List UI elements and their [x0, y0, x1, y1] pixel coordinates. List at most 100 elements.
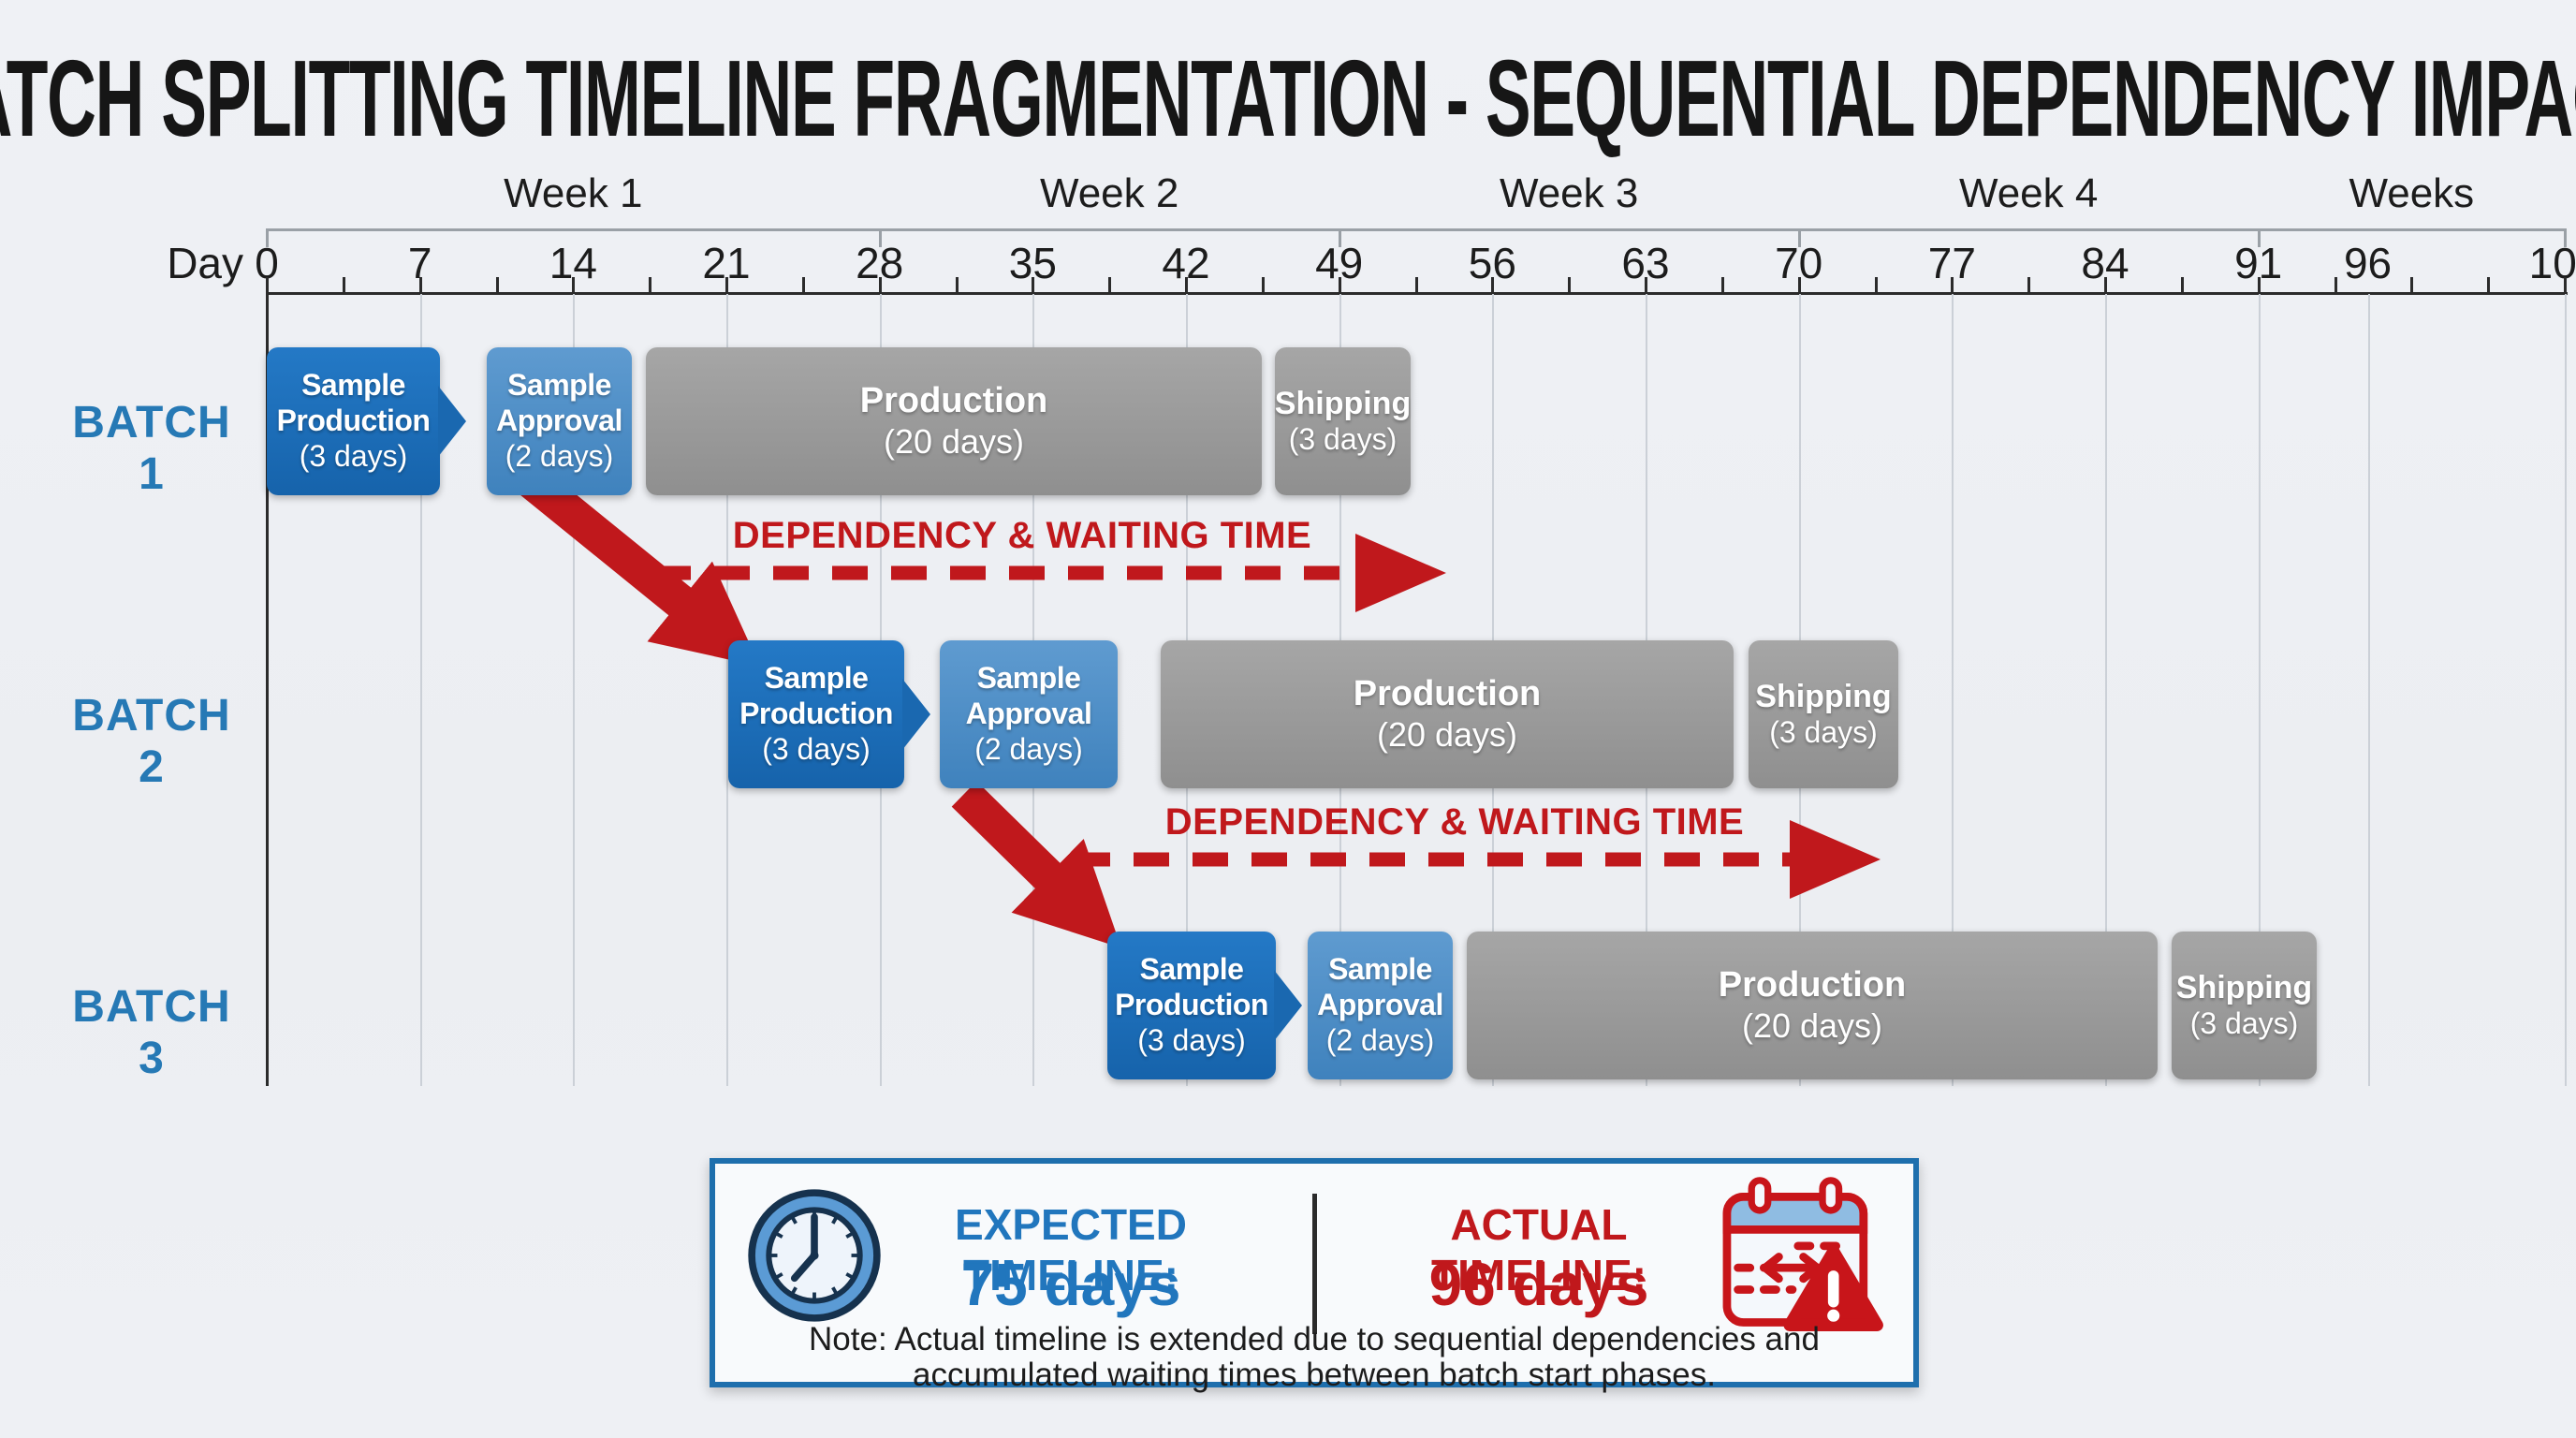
axis-minor-tick: [1874, 277, 1878, 292]
page-title: BATCH SPLITTING TIMELINE FRAGMENTATION -…: [0, 37, 2576, 159]
dependency-1-label: DEPENDENCY & WAITING TIME: [732, 515, 1312, 556]
week-boundary-tick: [1338, 228, 1341, 247]
day-tick-label: 105: [2528, 239, 2576, 287]
actual-timeline-label: ACTUAL TIMELINE:: [1431, 1200, 1647, 1299]
calendar-warning-icon: [1719, 1175, 1896, 1343]
day-gridline: [2258, 294, 2261, 1086]
timeline-summary-box: EXPECTED TIMELINE: 75 days ACTUAL TIMELI…: [710, 1158, 1919, 1393]
dependency-2-arrowhead-icon: [1790, 820, 1881, 899]
axis-minor-tick: [1797, 277, 1801, 292]
axis-minor-tick: [2334, 277, 2337, 292]
axis-minor-tick: [725, 277, 728, 292]
axis-minor-tick: [1032, 277, 1035, 292]
week-boundary-tick: [266, 228, 269, 247]
axis-minor-tick: [342, 277, 345, 292]
axis-minor-tick: [801, 277, 805, 292]
batch-1-label: BATCH 1: [72, 398, 231, 499]
day-tick-label: 96: [2343, 239, 2393, 287]
day-gridline: [2105, 294, 2107, 1086]
week-boundary-tick: [1797, 228, 1801, 247]
phase-duration: (20 days): [1376, 715, 1518, 755]
day-gridline: [419, 294, 422, 1086]
phase-duration: (20 days): [1741, 1006, 1883, 1046]
day-gridline: [573, 294, 576, 1086]
axis-minor-tick: [1645, 277, 1647, 292]
axis-minor-tick: [1720, 277, 1724, 292]
axis-minor-tick: [1414, 277, 1418, 292]
batch3-sample-approval-bar: Sample Approval (2 days): [1308, 932, 1453, 1079]
summary-note-line2: accumulated waiting times between batch …: [913, 1357, 1716, 1393]
week-label: Week 1: [504, 170, 643, 216]
batch1-production-bar: Production (20 days): [646, 347, 1262, 495]
phase-name: Shipping: [1755, 679, 1892, 715]
phase-name: Sample Approval: [965, 661, 1092, 731]
day-axis-label: Day: [167, 239, 243, 287]
axis-minor-tick: [1568, 277, 1572, 292]
axis-minor-tick: [1185, 277, 1188, 292]
axis-minor-tick: [2257, 277, 2261, 292]
week-boundary-tick: [878, 228, 882, 247]
axis-minor-tick: [2487, 277, 2491, 292]
axis-minor-tick: [2027, 277, 2031, 292]
batch2-sample-production-bar: Sample Production (3 days): [728, 640, 904, 788]
day-gridline: [1952, 294, 1954, 1086]
day-axis-line: [267, 292, 2568, 295]
batch3-sample-production-bar: Sample Production (3 days): [1107, 932, 1276, 1079]
phase-name: Sample Approval: [1317, 952, 1443, 1022]
axis-minor-tick: [1491, 277, 1495, 292]
clock-icon: [743, 1184, 886, 1331]
phase-duration: (3 days): [1769, 715, 1878, 750]
dependency-2-label: DEPENDENCY & WAITING TIME: [1164, 801, 1745, 843]
batch3-shipping-bar: Shipping (3 days): [2172, 932, 2317, 1079]
axis-minor-tick: [418, 277, 422, 292]
phase-duration: (3 days): [1288, 422, 1398, 457]
week-boundary-tick: [2257, 228, 2261, 247]
axis-minor-tick: [878, 277, 882, 292]
phase-name: Shipping: [1274, 386, 1412, 422]
expected-timeline-label: EXPECTED TIMELINE:: [955, 1200, 1187, 1299]
day-gridline: [2565, 294, 2567, 1086]
chart-left-axis-line: [266, 292, 269, 1086]
batch-3-label: BATCH 3: [72, 982, 231, 1083]
summary-note-line1: Note: Actual timeline is extended due to…: [809, 1321, 1820, 1357]
axis-minor-tick: [955, 277, 959, 292]
phase-name: Sample Production: [1115, 952, 1268, 1022]
batch1-shipping-bar: Shipping (3 days): [1275, 347, 1411, 495]
summary-divider: [1312, 1194, 1317, 1334]
phase-name: Production: [1353, 674, 1542, 714]
batch2-shipping-bar: Shipping (3 days): [1749, 640, 1898, 788]
batch2-sample-approval-bar: Sample Approval (2 days): [940, 640, 1118, 788]
batch2-production-bar: Production (20 days): [1161, 640, 1734, 788]
axis-minor-tick: [495, 277, 499, 292]
week-label: Week 2: [1039, 170, 1179, 216]
phase-name: Production: [859, 381, 1048, 421]
batch3-production-bar: Production (20 days): [1467, 932, 2158, 1079]
axis-minor-tick: [2104, 277, 2107, 292]
axis-minor-tick: [1338, 277, 1341, 292]
axis-minor-tick: [266, 277, 269, 292]
week-boundary-tick: [2564, 228, 2567, 247]
phase-duration: (3 days): [299, 438, 408, 473]
phase-name: Shipping: [2175, 970, 2313, 1006]
axis-minor-tick: [649, 277, 652, 292]
phase-name: Production: [1718, 965, 1907, 1005]
axis-minor-tick: [2180, 277, 2184, 292]
week-label: Weeks: [2349, 170, 2475, 216]
phase-name: Sample Production: [276, 368, 431, 438]
axis-minor-tick: [572, 277, 576, 292]
batch1-sample-approval-bar: Sample Approval (2 days): [487, 347, 632, 495]
actual-timeline-value: 96 days: [1428, 1251, 1649, 1318]
day-gridline: [2367, 294, 2370, 1086]
batch1-sample-production-bar: Sample Production (3 days): [267, 347, 440, 495]
week-bracket-line: [267, 228, 2565, 231]
batch-2-label: BATCH 2: [72, 691, 231, 792]
phase-duration: (2 days): [505, 438, 614, 473]
phase-duration: (2 days): [1325, 1022, 1435, 1057]
phase-duration: (3 days): [762, 731, 871, 766]
phase-duration: (2 days): [974, 731, 1083, 766]
axis-minor-tick: [1951, 277, 1954, 292]
week-label: Week 4: [1958, 170, 2099, 216]
phase-duration: (20 days): [883, 422, 1025, 462]
week-label: Week 3: [1499, 170, 1639, 216]
